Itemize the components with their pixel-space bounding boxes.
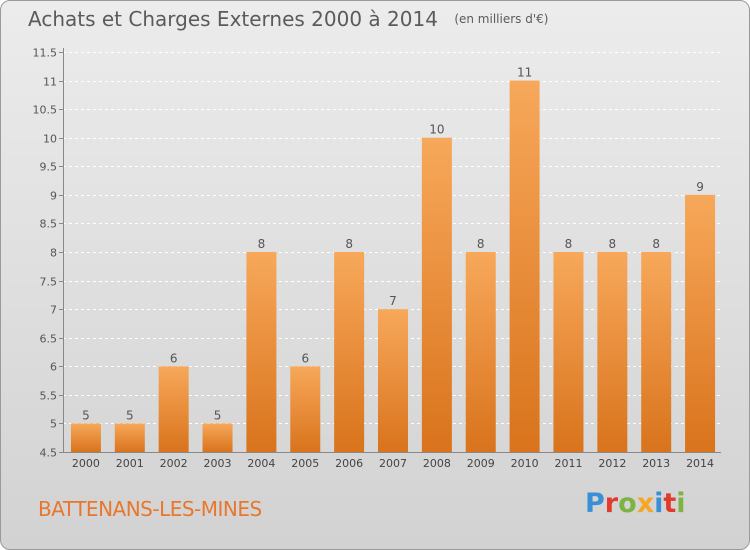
x-tick-label: 2014 xyxy=(686,457,714,470)
chart-title: Achats et Charges Externes 2000 à 2014 (… xyxy=(28,7,548,31)
x-tick-label: 2012 xyxy=(598,457,626,470)
bar xyxy=(421,137,452,452)
commune-name: BATTENANS-LES-MINES xyxy=(38,497,262,521)
bar-value-label: 9 xyxy=(696,180,704,194)
bar xyxy=(114,423,145,452)
y-tick-label: 11.5 xyxy=(33,47,58,60)
x-tick-label: 2006 xyxy=(335,457,363,470)
bar-value-label: 8 xyxy=(652,237,660,251)
y-tick-label: 10.5 xyxy=(33,104,58,117)
bar-value-label: 5 xyxy=(82,408,90,422)
x-tick-label: 2002 xyxy=(160,457,188,470)
bar xyxy=(70,423,101,452)
bar xyxy=(641,252,672,452)
bar xyxy=(158,366,189,452)
y-tick-label: 7.5 xyxy=(40,276,58,289)
brand-logo-letter: i xyxy=(654,488,664,519)
bar-value-label: 8 xyxy=(477,237,485,251)
y-tick-label: 11 xyxy=(43,76,57,89)
brand-logo: Proxiti xyxy=(585,488,686,519)
x-tick-label: 2008 xyxy=(423,457,451,470)
y-tick-label: 8 xyxy=(50,247,57,260)
bar xyxy=(378,309,408,452)
data-labels: 5 5 6 5 8 6 8 7 10 8 11 8 8 8 9 xyxy=(82,66,704,423)
y-tick-label: 9.5 xyxy=(40,161,58,174)
brand-logo-letter: x xyxy=(636,488,655,519)
bar xyxy=(597,252,628,452)
bar-value-label: 7 xyxy=(389,294,397,308)
brand-logo-letter: t xyxy=(663,488,677,519)
bar-value-label: 8 xyxy=(258,237,266,251)
bars xyxy=(70,80,716,453)
y-tick-label: 4.5 xyxy=(40,447,58,460)
bar xyxy=(246,252,277,452)
bar-value-label: 8 xyxy=(345,237,353,251)
bar xyxy=(553,252,584,452)
y-tick-label: 9 xyxy=(50,190,57,203)
bar-value-label: 6 xyxy=(301,351,309,365)
y-tick-label: 5 xyxy=(50,418,57,431)
brand-logo-letter: P xyxy=(585,488,605,519)
bar xyxy=(290,366,321,452)
brand-logo-letter: r xyxy=(604,488,619,519)
bar xyxy=(334,252,365,452)
brand-logo-letter: o xyxy=(618,488,637,519)
x-tick-label: 2000 xyxy=(72,457,100,470)
x-tick-label: 2013 xyxy=(642,457,670,470)
x-tick-label: 2011 xyxy=(554,457,582,470)
x-tick-label: 2003 xyxy=(204,457,232,470)
y-tick-label: 5.5 xyxy=(40,390,58,403)
x-tick-label: 2010 xyxy=(511,457,539,470)
bar xyxy=(685,194,716,452)
x-tick-label: 2009 xyxy=(467,457,495,470)
bar-value-label: 6 xyxy=(170,351,178,365)
chart-subtitle: (en milliers d'€) xyxy=(454,12,549,26)
y-tick-label: 6 xyxy=(50,361,57,374)
y-tick-label: 10 xyxy=(43,133,57,146)
bar xyxy=(465,252,496,452)
bar xyxy=(202,423,233,452)
x-tick-label: 2005 xyxy=(291,457,319,470)
bar-value-label: 8 xyxy=(609,237,617,251)
y-tick-label: 7 xyxy=(50,304,57,317)
axes: 4.5 5 5.5 6 6.5 7 7.5 8 8.5 9 9.5 10 10.5 11 11.5 2000 2… xyxy=(33,47,721,470)
bar-value-label: 5 xyxy=(214,408,222,422)
bar-value-label: 11 xyxy=(517,66,532,80)
bar-value-label: 10 xyxy=(429,123,444,137)
chart-title-text: Achats et Charges Externes 2000 à 2014 xyxy=(28,7,438,31)
y-tick-label: 6.5 xyxy=(40,333,58,346)
x-tick-label: 2001 xyxy=(116,457,144,470)
bar-value-label: 5 xyxy=(126,408,134,422)
x-tick-label: 2004 xyxy=(247,457,275,470)
bar xyxy=(509,80,540,453)
bar-value-label: 8 xyxy=(565,237,573,251)
brand-logo-letter: i xyxy=(676,488,686,519)
y-tick-label: 8.5 xyxy=(40,218,58,231)
x-tick-label: 2007 xyxy=(379,457,407,470)
